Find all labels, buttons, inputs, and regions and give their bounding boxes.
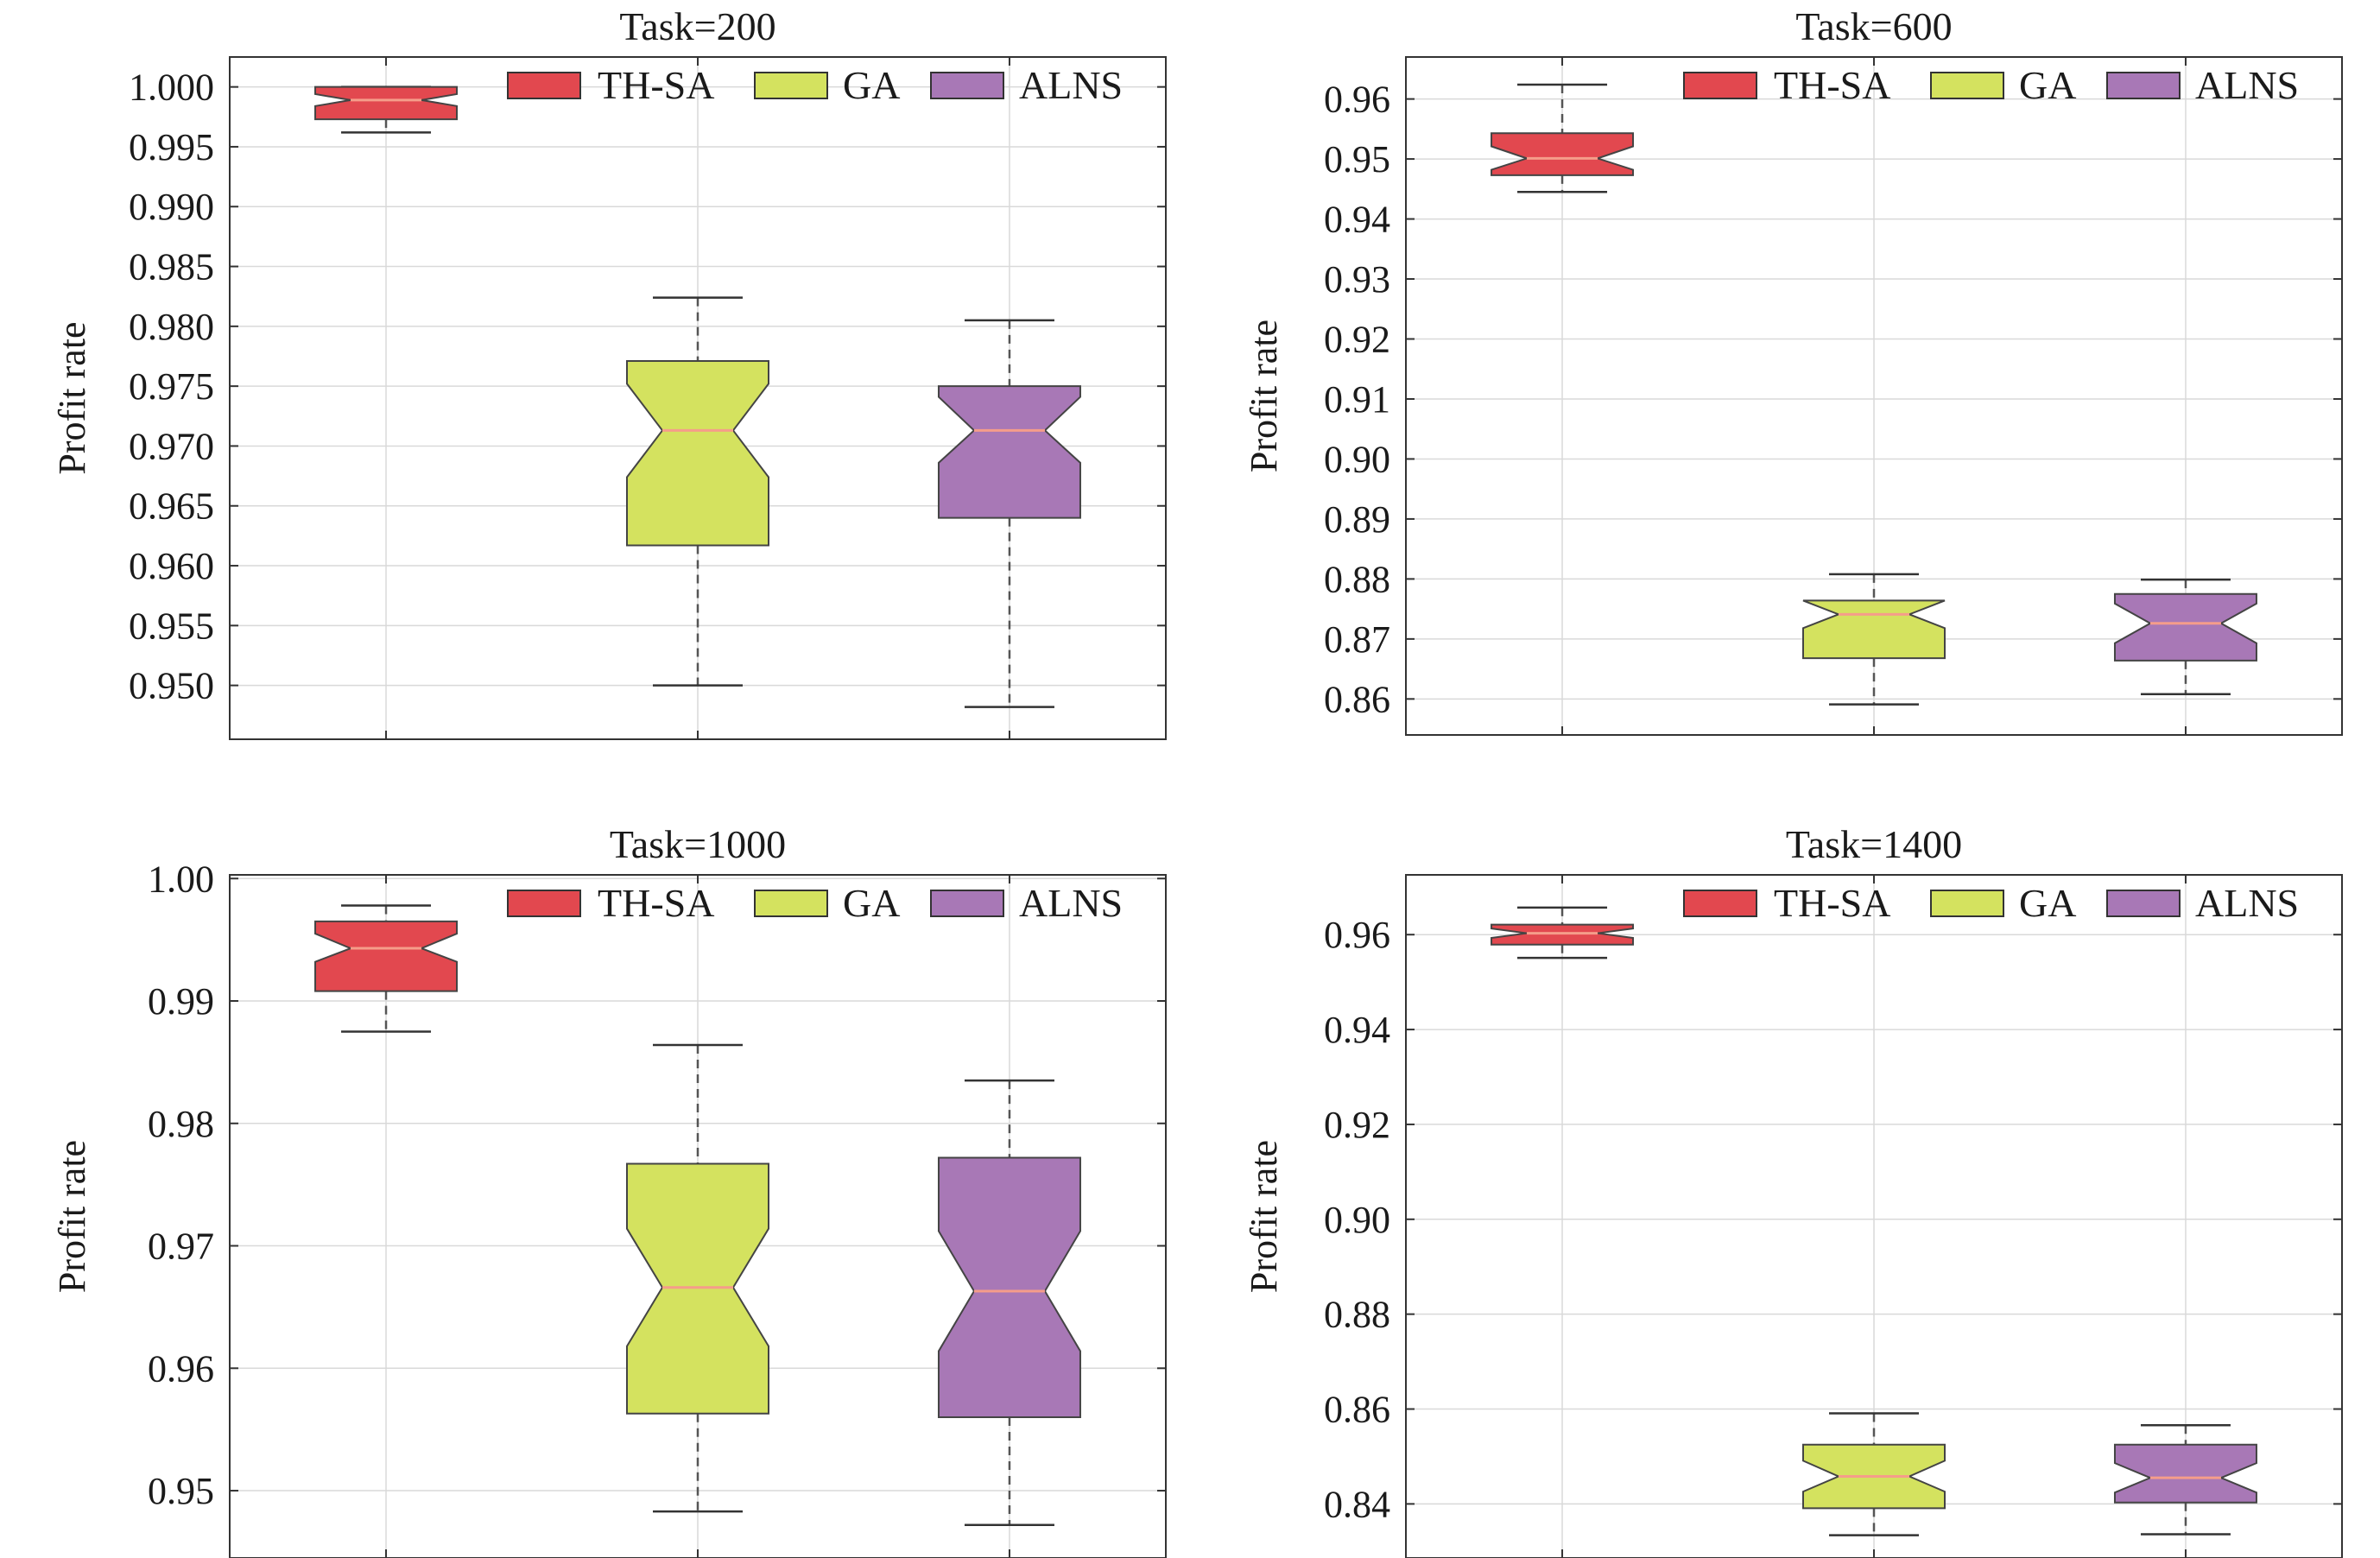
chart-panel: 0.86 0.87 0.88 0.89 0.90 0.91 0.92 0.93 0.94 0.95… xyxy=(1243,4,2343,736)
y-tick-label: 0.975 xyxy=(129,365,214,408)
box-body xyxy=(1491,132,1635,176)
y-tick-label: 0.87 xyxy=(1324,618,1390,661)
box-body xyxy=(626,360,769,547)
legend-swatch xyxy=(1683,890,1757,917)
box-ga xyxy=(626,1043,769,1513)
y-tick-label: 0.990 xyxy=(129,186,214,228)
legend-label: TH-SA xyxy=(1774,881,1890,925)
y-tick-label: 0.92 xyxy=(1324,1104,1390,1146)
chart-title: Task=600 xyxy=(1795,4,1952,48)
box-body xyxy=(314,920,459,992)
box-body xyxy=(2113,1443,2257,1504)
legend: TH-SA GA ALNS xyxy=(1683,881,2299,925)
y-tick-label: 0.95 xyxy=(1324,138,1390,180)
y-tick-label: 0.91 xyxy=(1324,378,1390,421)
legend-label: GA xyxy=(843,881,900,925)
y-tick-label: 0.970 xyxy=(129,425,214,467)
box-ga xyxy=(626,296,769,687)
legend-label: ALNS xyxy=(2195,881,2299,925)
y-tick-label: 0.985 xyxy=(129,246,214,288)
y-tick-label: 0.86 xyxy=(1324,678,1390,720)
legend-swatch xyxy=(754,890,828,917)
box-body xyxy=(314,86,459,121)
legend-swatch xyxy=(507,890,581,917)
y-tick-label: 0.99 xyxy=(148,980,214,1023)
box-body xyxy=(1491,923,1635,946)
y-tick-label: 0.90 xyxy=(1324,438,1390,480)
y-tick-label: 0.90 xyxy=(1324,1199,1390,1241)
y-tick-label: 0.955 xyxy=(129,605,214,647)
box-th-sa xyxy=(1491,83,1635,193)
y-tick-label: 1.000 xyxy=(129,66,214,109)
y-tick-label: 0.980 xyxy=(129,306,214,348)
y-tick-label: 0.93 xyxy=(1324,258,1390,301)
box-ga xyxy=(1802,573,1946,706)
legend-swatch xyxy=(930,890,1004,917)
box-ga xyxy=(1802,1412,1946,1536)
legend-label: GA xyxy=(2019,881,2076,925)
y-tick-label: 0.950 xyxy=(129,665,214,707)
y-tick-label: 0.94 xyxy=(1324,1009,1390,1051)
chart-panel: 0.95 0.96 0.97 0.98 0.99 1.00 Task=1000 Profit … xyxy=(51,822,1167,1558)
y-tick-label: 1.00 xyxy=(148,858,214,900)
legend-label: ALNS xyxy=(1019,63,1123,107)
legend-label: TH-SA xyxy=(1774,63,1890,107)
legend-swatch xyxy=(1930,890,2004,917)
y-tick-label: 0.960 xyxy=(129,545,214,587)
chart-title: Task=200 xyxy=(619,4,775,48)
chart-title: Task=1400 xyxy=(1786,822,1962,866)
y-tick-label: 0.96 xyxy=(148,1347,214,1390)
legend-label: ALNS xyxy=(1019,881,1123,925)
legend-label: TH-SA xyxy=(598,881,714,925)
box-body xyxy=(937,1156,1081,1418)
y-tick-label: 0.84 xyxy=(1324,1483,1390,1525)
chart-title: Task=1000 xyxy=(610,822,786,866)
box-alns xyxy=(937,319,1081,708)
box-th-sa xyxy=(1491,906,1635,960)
y-tick-label: 0.96 xyxy=(1324,914,1390,956)
box-alns xyxy=(2113,578,2257,696)
legend-label: GA xyxy=(843,63,900,107)
y-tick-label: 0.94 xyxy=(1324,199,1390,241)
box-alns xyxy=(2113,1423,2257,1536)
y-tick-label: 0.89 xyxy=(1324,498,1390,541)
legend-swatch xyxy=(1683,72,1757,99)
y-tick-label: 0.965 xyxy=(129,485,214,528)
y-tick-label: 0.86 xyxy=(1324,1389,1390,1431)
legend: TH-SA GA ALNS xyxy=(507,881,1123,925)
y-tick-label: 0.88 xyxy=(1324,1294,1390,1336)
y-tick-label: 0.95 xyxy=(148,1470,214,1512)
y-axis-label: Profit rate xyxy=(1243,1140,1285,1293)
y-tick-label: 0.98 xyxy=(148,1103,214,1145)
y-axis-label: Profit rate xyxy=(51,321,93,474)
y-tick-label: 0.88 xyxy=(1324,558,1390,600)
legend-swatch xyxy=(930,72,1004,99)
y-axis-label: Profit rate xyxy=(1243,320,1285,472)
y-tick-label: 0.995 xyxy=(129,126,214,168)
legend-swatch xyxy=(2106,890,2181,917)
legend-swatch xyxy=(2106,72,2181,99)
y-tick-label: 0.97 xyxy=(148,1226,214,1268)
legend-swatch xyxy=(1930,72,2004,99)
box-alns xyxy=(937,1079,1081,1526)
y-tick-label: 0.96 xyxy=(1324,79,1390,121)
box-body xyxy=(1802,599,1946,660)
box-th-sa xyxy=(314,904,459,1033)
legend-label: ALNS xyxy=(2195,63,2299,107)
y-tick-label: 0.92 xyxy=(1324,319,1390,361)
box-body xyxy=(937,385,1081,519)
legend-label: GA xyxy=(2019,63,2076,107)
legend-label: TH-SA xyxy=(598,63,714,107)
legend: TH-SA GA ALNS xyxy=(1683,63,2299,107)
chart-panel: 0.84 0.86 0.88 0.90 0.92 0.94 0.96 Task=1400 Pro… xyxy=(1243,822,2343,1558)
box-th-sa xyxy=(314,86,459,134)
legend-swatch xyxy=(754,72,828,99)
y-axis-label: Profit rate xyxy=(51,1140,93,1293)
legend-swatch xyxy=(507,72,581,99)
box-body xyxy=(2113,592,2257,662)
legend: TH-SA GA ALNS xyxy=(507,63,1123,107)
chart-panel: 0.950 0.955 0.960 0.965 0.970 0.975 0.980 0.985… xyxy=(51,4,1167,740)
